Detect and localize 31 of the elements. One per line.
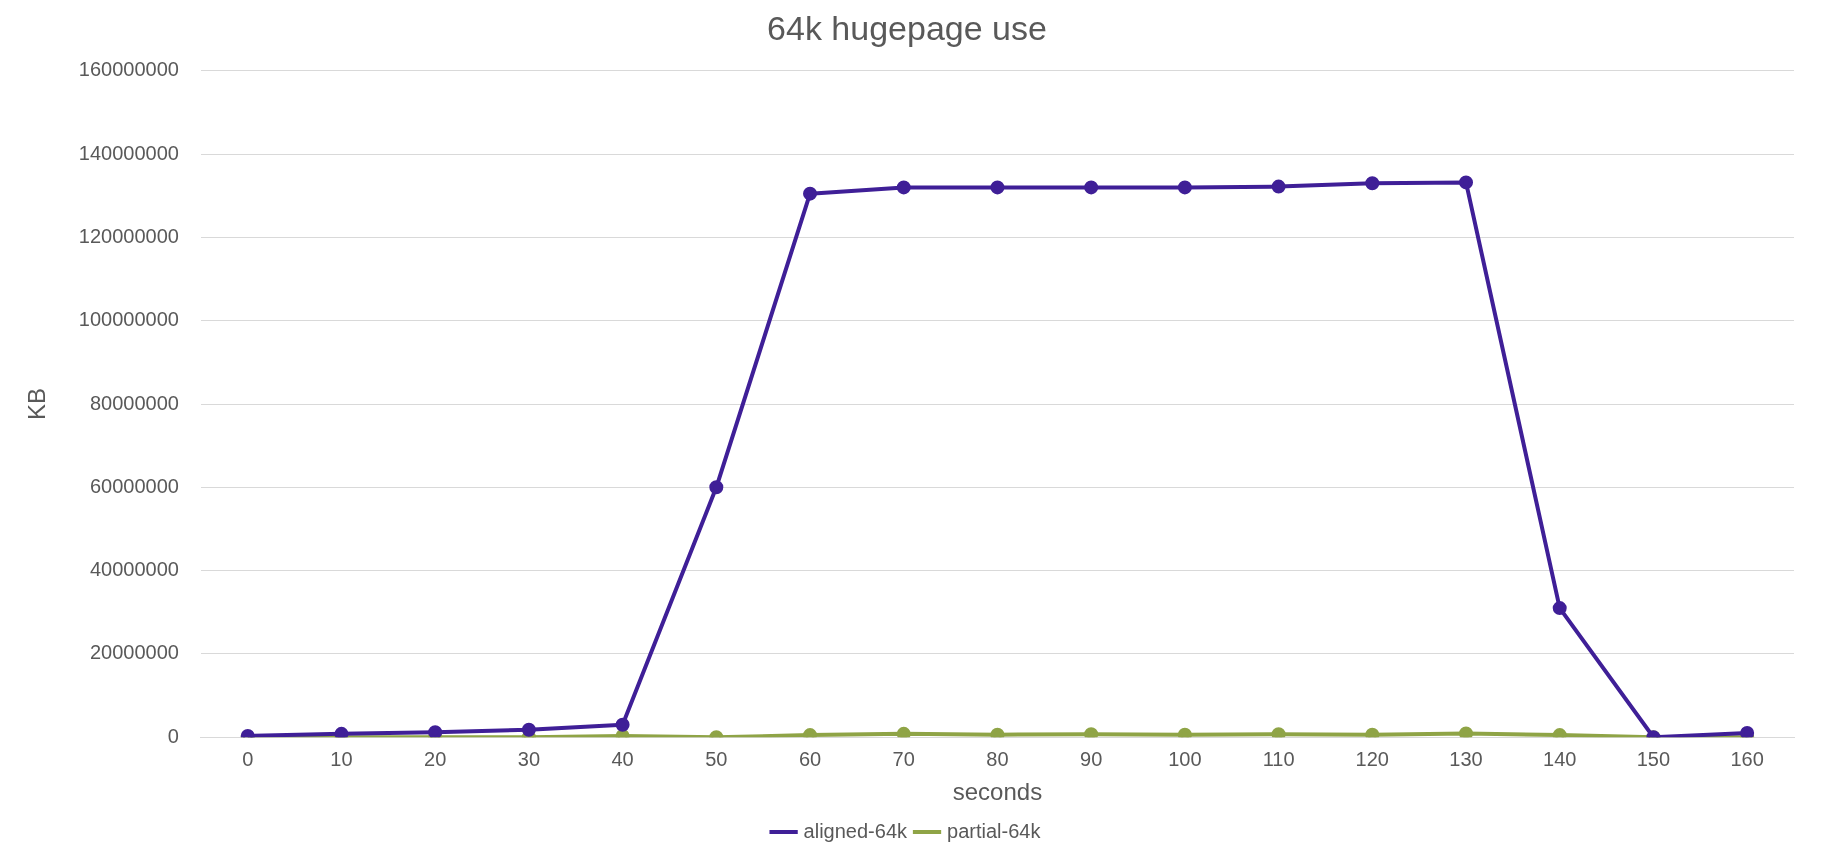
- x-tick-label: 50: [705, 747, 728, 770]
- x-tick-label: 70: [892, 747, 915, 770]
- y-tick-label: 100000000: [78, 308, 179, 331]
- x-tick-label: 120: [1355, 747, 1389, 770]
- chart-title: 64k hugepage use: [767, 8, 1047, 47]
- y-tick-label: 80000000: [89, 391, 179, 414]
- x-tick-label: 10: [330, 747, 353, 770]
- x-tick-label: 20: [424, 747, 447, 770]
- x-tick-label: 130: [1449, 747, 1483, 770]
- x-tick-label: 40: [611, 747, 634, 770]
- y-tick-label: 40000000: [89, 558, 179, 581]
- x-tick-label: 100: [1168, 747, 1202, 770]
- x-tick-label: 110: [1262, 747, 1295, 770]
- y-axis-title: KB: [23, 387, 51, 421]
- x-tick-label: 160: [1730, 747, 1764, 770]
- legend-label: partial-64k: [947, 819, 1042, 842]
- x-tick-label: 90: [1080, 747, 1103, 770]
- x-tick-label: 150: [1636, 747, 1671, 770]
- y-tick-label: 160000000: [78, 58, 179, 81]
- legend-label: aligned-64k: [803, 819, 909, 842]
- x-axis-title: seconds: [952, 778, 1043, 806]
- x-tick-label: 140: [1543, 747, 1577, 770]
- y-tick-label: 0: [167, 724, 179, 747]
- y-tick-label: 140000000: [78, 141, 179, 164]
- x-tick-label: 0: [242, 747, 254, 770]
- x-tick-label: 60: [798, 747, 822, 770]
- y-tick-label: 20000000: [89, 641, 179, 664]
- x-tick-label: 80: [986, 747, 1009, 770]
- y-tick-label: 60000000: [89, 474, 179, 497]
- y-tick-label: 120000000: [78, 224, 179, 247]
- x-tick-label: 30: [517, 747, 541, 770]
